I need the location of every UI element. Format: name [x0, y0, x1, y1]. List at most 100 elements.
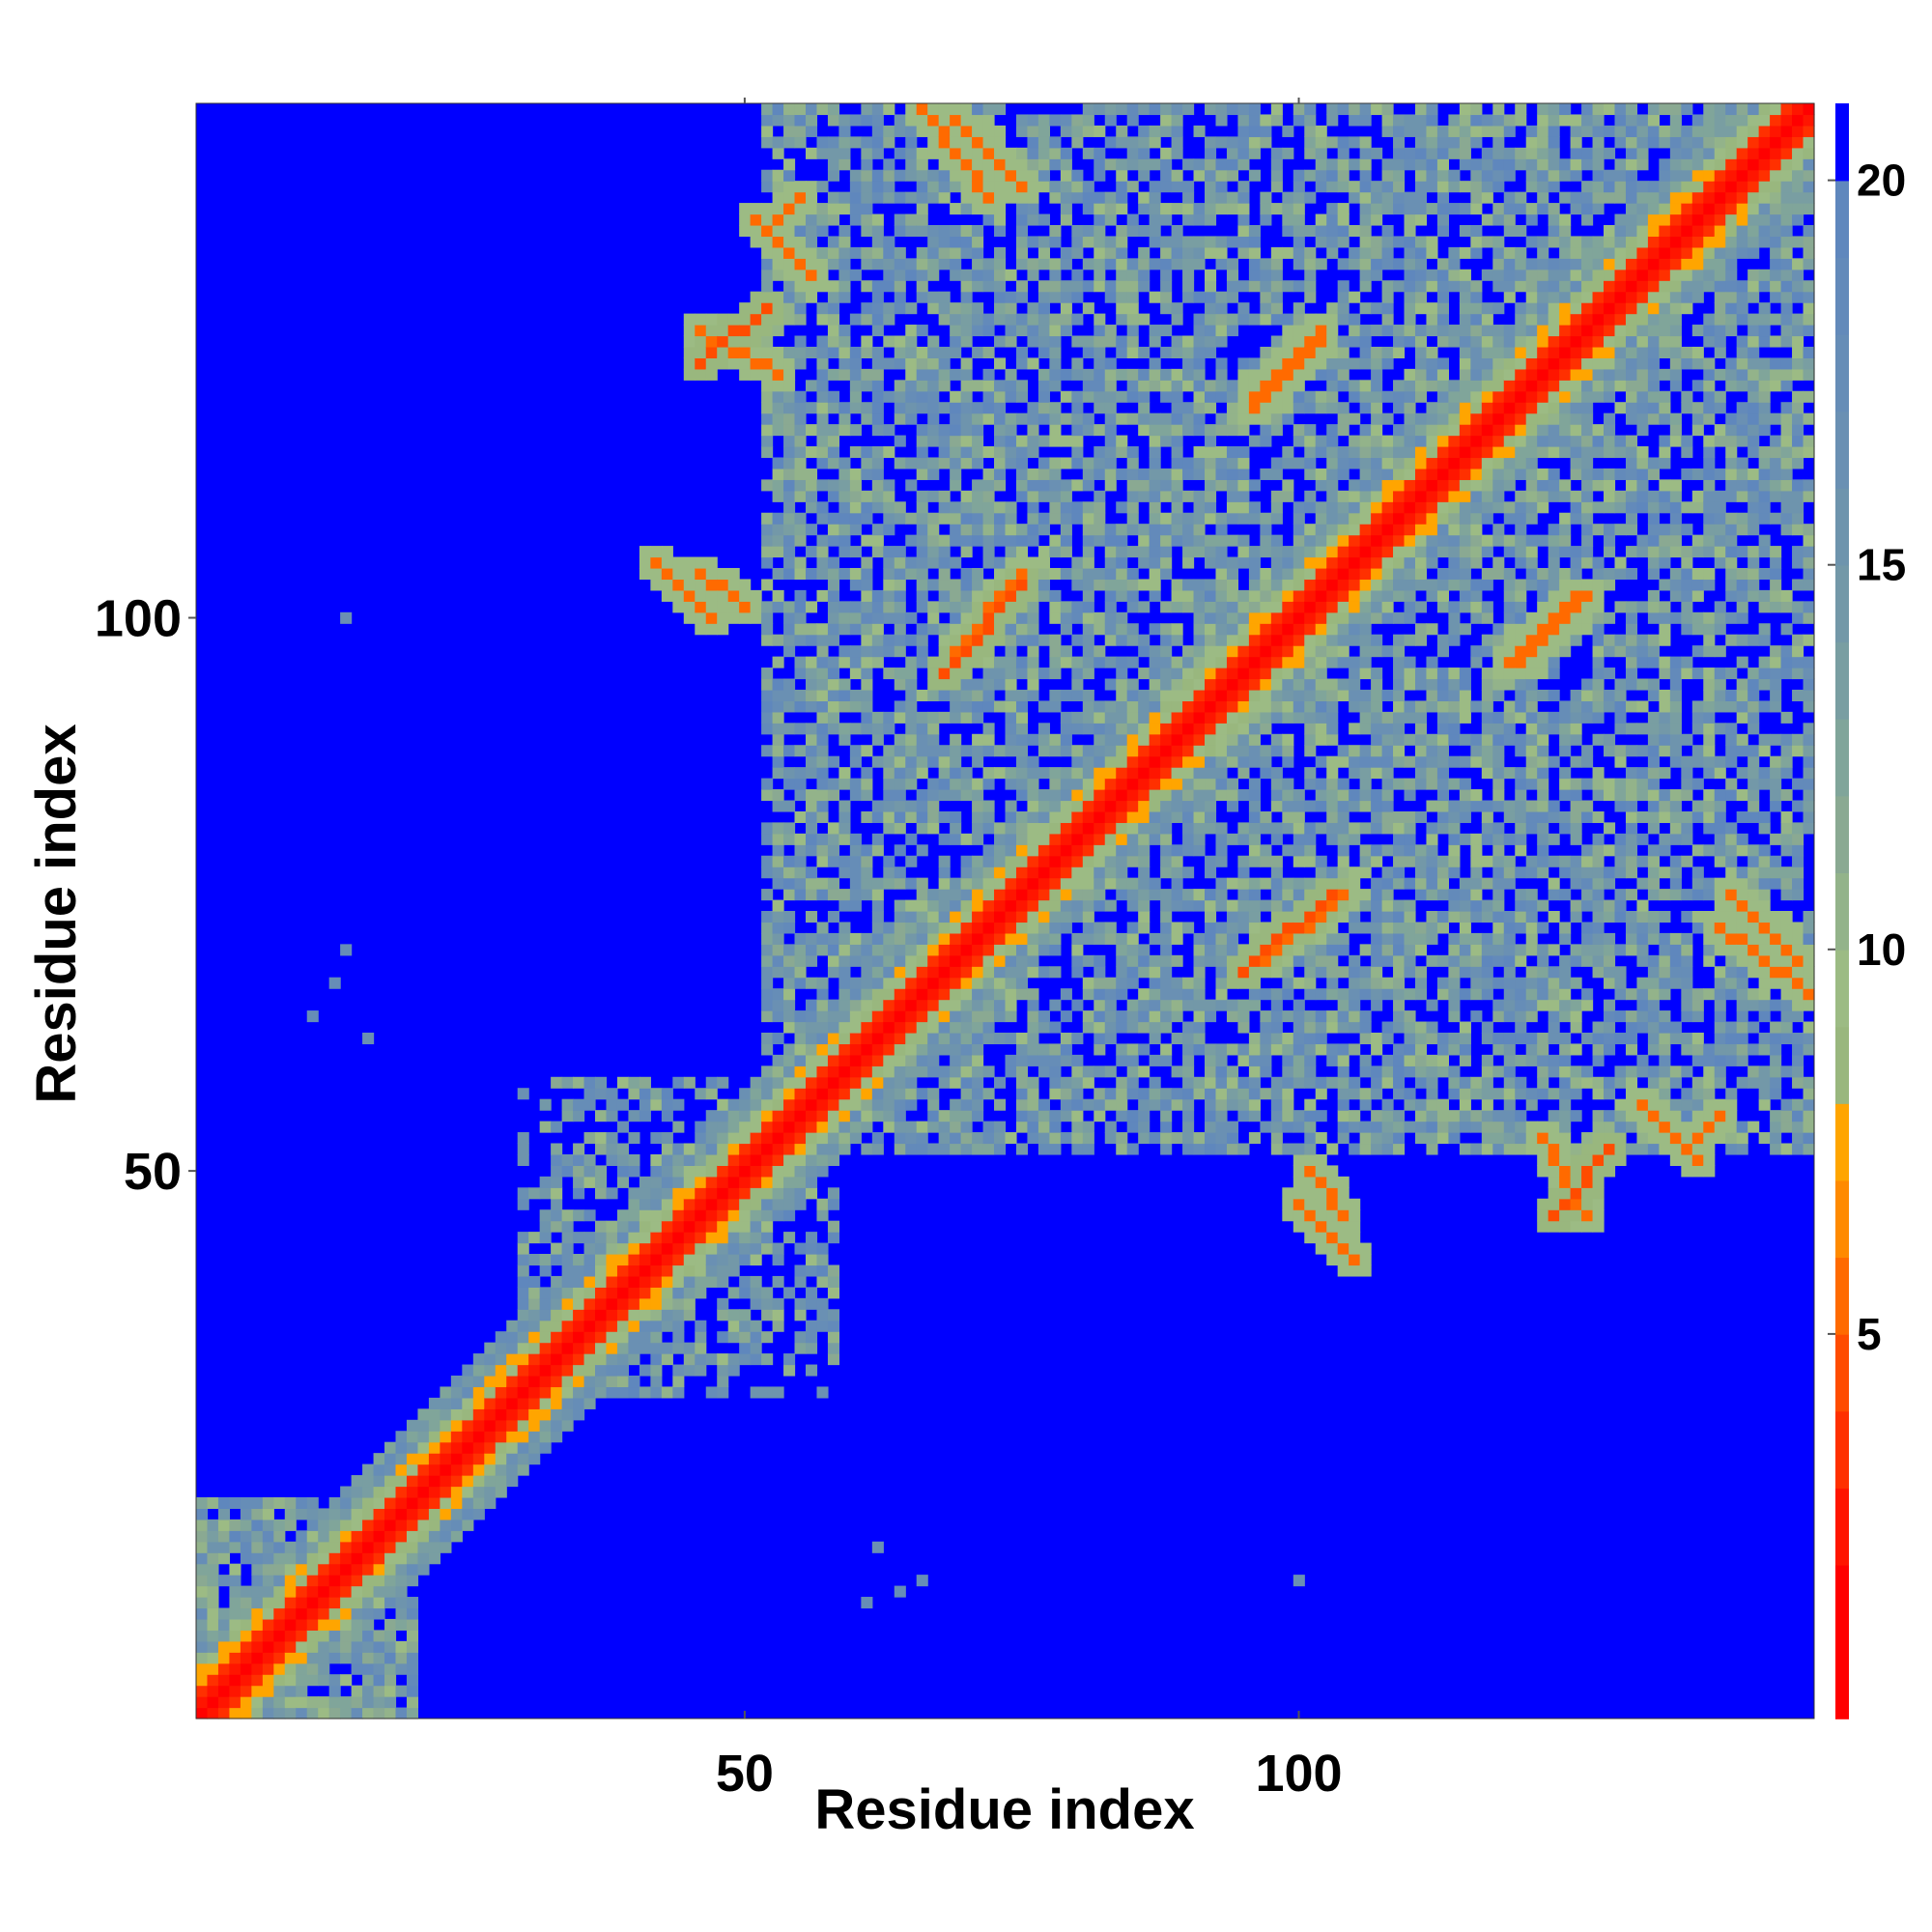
- heatmap-cell: [805, 236, 818, 248]
- heatmap-cell: [1260, 601, 1272, 613]
- heatmap-cell: [761, 224, 774, 238]
- heatmap-cell: [916, 567, 928, 581]
- heatmap-cell: [328, 1552, 341, 1565]
- heatmap-cell: [1160, 711, 1173, 724]
- heatmap-cell: [1171, 999, 1183, 1011]
- heatmap-cell: [683, 1153, 696, 1166]
- heatmap-cell: [871, 656, 884, 668]
- heatmap-cell: [1215, 479, 1228, 492]
- heatmap-cell: [1049, 1043, 1062, 1056]
- heatmap-cell: [927, 1110, 940, 1122]
- heatmap-cell: [1149, 412, 1161, 425]
- heatmap-cell: [1082, 1021, 1094, 1034]
- heatmap-cell: [816, 1032, 829, 1045]
- heatmap-cell: [927, 1143, 940, 1155]
- heatmap-cell: [805, 1021, 818, 1034]
- heatmap-cell: [1182, 191, 1195, 204]
- heatmap-cell: [994, 524, 1007, 536]
- heatmap-cell: [340, 1508, 353, 1520]
- heatmap-cell: [1104, 733, 1117, 746]
- heatmap-cell: [705, 1220, 718, 1233]
- heatmap-cell: [950, 1098, 962, 1111]
- heatmap-cell: [1293, 700, 1305, 713]
- heatmap-cell: [816, 1198, 829, 1210]
- heatmap-cell: [1160, 922, 1173, 934]
- heatmap-cell: [1182, 412, 1195, 425]
- heatmap-cell: [306, 1563, 319, 1576]
- heatmap-cell: [1315, 1209, 1327, 1222]
- heatmap-cell: [1049, 224, 1062, 238]
- heatmap-cell: [1260, 346, 1272, 358]
- heatmap-cell: [761, 534, 774, 547]
- heatmap-cell: [284, 1618, 297, 1631]
- heatmap-cell: [1293, 800, 1305, 812]
- heatmap-cell: [1071, 567, 1084, 581]
- heatmap-cell: [794, 412, 807, 425]
- heatmap-cell: [894, 147, 906, 159]
- heatmap-cell: [950, 181, 962, 193]
- heatmap-cell: [1138, 313, 1151, 326]
- heatmap-cell: [871, 1065, 884, 1078]
- heatmap-cell: [894, 899, 906, 912]
- heatmap-cell: [462, 1431, 474, 1443]
- heatmap-cell: [916, 1032, 928, 1045]
- heatmap-cell: [1248, 678, 1261, 691]
- heatmap-cell: [938, 236, 951, 248]
- heatmap-cell: [861, 501, 873, 514]
- heatmap-cell: [827, 954, 840, 967]
- heatmap-cell: [1116, 877, 1128, 890]
- heatmap-cell: [1116, 611, 1128, 624]
- heatmap-cell: [1015, 932, 1029, 945]
- heatmap-cell: [506, 1419, 519, 1432]
- heatmap-cell: [883, 999, 895, 1011]
- heatmap-cell: [783, 700, 796, 713]
- heatmap-cell: [717, 601, 729, 613]
- heatmap-cell: [772, 147, 784, 159]
- heatmap-cell: [805, 181, 818, 193]
- heatmap-cell: [395, 1597, 408, 1609]
- heatmap-cell: [1270, 246, 1283, 259]
- heatmap-cell: [739, 1342, 752, 1354]
- heatmap-cell: [861, 611, 873, 624]
- heatmap-cell: [517, 1309, 529, 1321]
- heatmap-cell: [1071, 424, 1084, 437]
- heatmap-cell: [905, 147, 918, 159]
- heatmap-cell: [229, 1696, 242, 1709]
- heatmap-cell: [883, 645, 895, 658]
- heatmap-cell: [1049, 922, 1062, 934]
- heatmap-cell: [1293, 435, 1305, 447]
- heatmap-cell: [417, 1541, 430, 1553]
- heatmap-cell: [950, 136, 962, 149]
- heatmap-cell: [1237, 402, 1250, 414]
- heatmap-cell: [960, 867, 973, 879]
- heatmap-cell: [1193, 611, 1206, 624]
- heatmap-cell: [816, 977, 829, 989]
- heatmap-cell: [705, 1264, 718, 1277]
- heatmap-cell: [196, 1662, 209, 1675]
- heatmap-cell: [950, 1110, 962, 1122]
- heatmap-cell: [794, 534, 807, 547]
- heatmap-cell: [849, 645, 862, 658]
- heatmap-cell: [1071, 855, 1084, 867]
- heatmap-cell: [1282, 402, 1294, 414]
- heatmap-cell: [982, 623, 995, 636]
- heatmap-cell: [672, 1165, 685, 1178]
- heatmap-cell: [916, 457, 928, 469]
- heatmap-cell: [750, 1254, 762, 1266]
- heatmap-cell: [1037, 700, 1050, 713]
- heatmap-cell: [1082, 236, 1094, 248]
- heatmap-cell: [717, 1143, 729, 1155]
- heatmap-cell: [816, 778, 829, 790]
- heatmap-cell: [1104, 468, 1117, 480]
- heatmap-cell: [296, 1597, 308, 1609]
- heatmap-cell: [761, 258, 774, 270]
- heatmap-cell: [1037, 479, 1050, 492]
- heatmap-cell: [1182, 1098, 1195, 1111]
- heatmap-cell: [805, 125, 818, 137]
- heatmap-cell: [1193, 678, 1206, 691]
- heatmap-cell: [705, 1076, 718, 1089]
- heatmap-cell: [883, 490, 895, 502]
- heatmap-cell: [1270, 988, 1283, 1001]
- heatmap-cell: [406, 1463, 419, 1476]
- heatmap-cell: [1193, 789, 1206, 802]
